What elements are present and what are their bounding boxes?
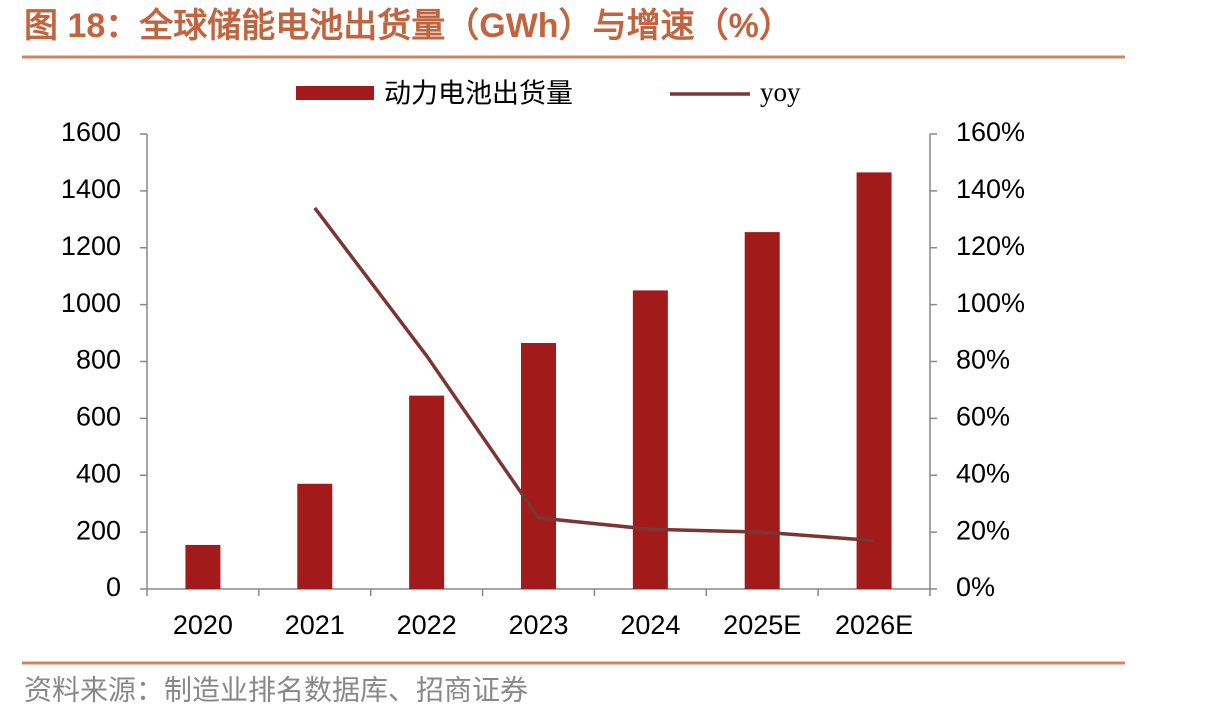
y2-tick-label: 40%	[956, 458, 1010, 488]
y-tick-label: 400	[76, 458, 121, 488]
y-tick-label: 600	[76, 402, 121, 432]
y2-tick-label: 160%	[956, 117, 1025, 147]
x-tick-label: 2021	[285, 610, 345, 640]
y-tick-label: 0	[106, 572, 121, 602]
source-note: 资料来源：制造业排名数据库、招商证券	[24, 674, 528, 705]
y2-tick-label: 120%	[956, 231, 1025, 261]
x-tick-label: 2023	[508, 610, 568, 640]
y-tick-label: 1200	[61, 231, 121, 261]
x-tick-label: 2020	[173, 610, 233, 640]
legend-label: yoy	[760, 77, 801, 107]
bar	[856, 172, 892, 589]
bar	[185, 544, 221, 589]
x-tick-label: 2026E	[835, 610, 913, 640]
bar	[297, 483, 333, 589]
chart-title: 图 18：全球储能电池出货量（GWh）与增速（%）	[24, 6, 793, 45]
y2-tick-label: 80%	[956, 345, 1010, 375]
y2-tick-label: 100%	[956, 288, 1025, 318]
bar	[521, 343, 556, 589]
y2-tick-label: 20%	[956, 515, 1010, 545]
y-tick-label: 200	[76, 515, 121, 545]
legend-label: 动力电池出货量	[384, 79, 573, 110]
x-tick-label: 2022	[397, 610, 457, 640]
bar	[632, 290, 668, 589]
y2-tick-label: 60%	[956, 402, 1010, 432]
y2-tick-label: 0%	[956, 572, 995, 602]
y2-tick-label: 140%	[956, 174, 1025, 204]
x-tick-label: 2025E	[723, 610, 801, 640]
legend-swatch	[296, 86, 374, 100]
y-tick-label: 1400	[61, 174, 121, 204]
y-tick-label: 1000	[61, 288, 121, 318]
y-tick-label: 1600	[61, 117, 121, 147]
y-tick-label: 800	[76, 345, 121, 375]
line	[313, 206, 875, 543]
bar	[409, 395, 445, 589]
x-tick-label: 2024	[620, 610, 680, 640]
bar	[744, 232, 780, 589]
